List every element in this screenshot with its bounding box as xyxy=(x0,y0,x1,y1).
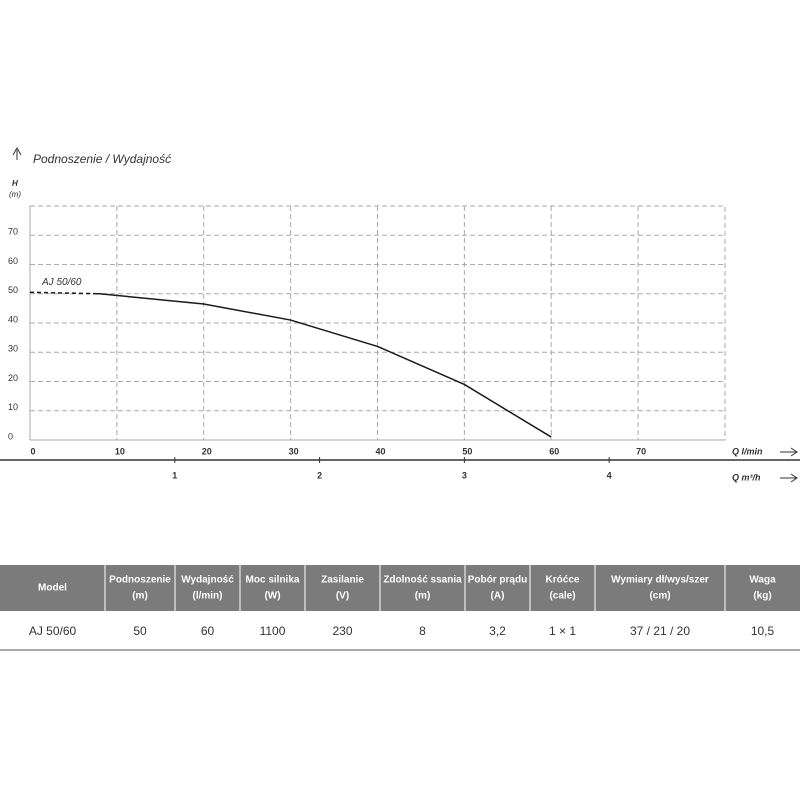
header-cell: Podnoszenie xyxy=(109,575,171,586)
x2-tick-label: 2 xyxy=(317,470,322,480)
y-tick-label: 70 xyxy=(8,227,18,237)
x2-axis-label: Q m³/h xyxy=(732,472,761,482)
y-tick-label: 60 xyxy=(8,256,18,266)
x-tick-label: 0 xyxy=(30,446,35,456)
x-tick-label: 10 xyxy=(115,446,125,456)
header-cell: Wydajność xyxy=(181,575,234,586)
x-tick-label: 70 xyxy=(636,446,646,456)
x2-tick-label: 4 xyxy=(607,470,612,480)
header-cell: (A) xyxy=(491,591,505,602)
header-cell: (m) xyxy=(415,591,431,602)
x-axis-label: Q l/min xyxy=(732,446,763,456)
table-cell: 1 × 1 xyxy=(549,624,576,638)
y-tick-label: 40 xyxy=(8,314,18,324)
table-header-bg xyxy=(0,565,800,611)
header-cell: (cm) xyxy=(649,591,670,602)
x2-tick-label: 3 xyxy=(462,470,467,480)
x-tick-label: 40 xyxy=(375,446,385,456)
chart-title: Podnoszenie / Wydajność xyxy=(33,152,171,166)
header-cell: Moc silnika xyxy=(246,575,300,586)
x2-tick-label: 1 xyxy=(172,470,177,480)
x-tick-label: 20 xyxy=(202,446,212,456)
y-tick-label: 0 xyxy=(8,431,13,441)
header-cell: (cale) xyxy=(549,591,575,602)
header-cell: Wymiary dł/wys/szer xyxy=(611,575,709,586)
header-cell: Zdolność ssania xyxy=(383,575,462,586)
header-cell: (V) xyxy=(336,591,349,602)
table-cell: AJ 50/60 xyxy=(29,624,77,638)
header-cell: (W) xyxy=(264,591,280,602)
header-cell: Pobór prądu xyxy=(468,575,527,586)
header-cell: Zasilanie xyxy=(321,575,364,586)
table-cell: 37 / 21 / 20 xyxy=(630,624,690,638)
y-arrow xyxy=(12,146,22,160)
y-tick-label: 10 xyxy=(8,402,18,412)
series-label: AJ 50/60 xyxy=(41,277,82,288)
y-axis-label: (m) xyxy=(9,190,21,199)
table-cell: 8 xyxy=(419,624,426,638)
x-tick-label: 50 xyxy=(462,446,472,456)
header-cell: (m) xyxy=(132,591,148,602)
spec-table: Model Podnoszenie (m) Wydajność (l/min) Moc s… xyxy=(0,565,800,651)
x-tick-label: 60 xyxy=(549,446,559,456)
header-cell: (kg) xyxy=(753,591,771,602)
x-arrow xyxy=(780,447,798,457)
y-tick-label: 50 xyxy=(8,285,18,295)
table-cell: 50 xyxy=(133,624,147,638)
x-tick-label: 30 xyxy=(289,446,299,456)
y-axis-label: H xyxy=(12,179,18,188)
table-cell: 10,5 xyxy=(751,624,775,638)
header-cell: Króćce xyxy=(546,575,580,586)
x2-arrow xyxy=(780,473,798,483)
header-cell: Model xyxy=(38,583,67,594)
y-tick-label: 20 xyxy=(8,373,18,383)
header-cell: (l/min) xyxy=(193,591,223,602)
table-cell: 3,2 xyxy=(489,624,506,638)
header-cell: Waga xyxy=(749,575,776,586)
table-cell: 230 xyxy=(332,624,352,638)
data-line xyxy=(29,291,552,438)
y-tick-label: 30 xyxy=(8,344,18,354)
table-cell: 60 xyxy=(201,624,215,638)
table-cell: 1100 xyxy=(260,624,286,638)
